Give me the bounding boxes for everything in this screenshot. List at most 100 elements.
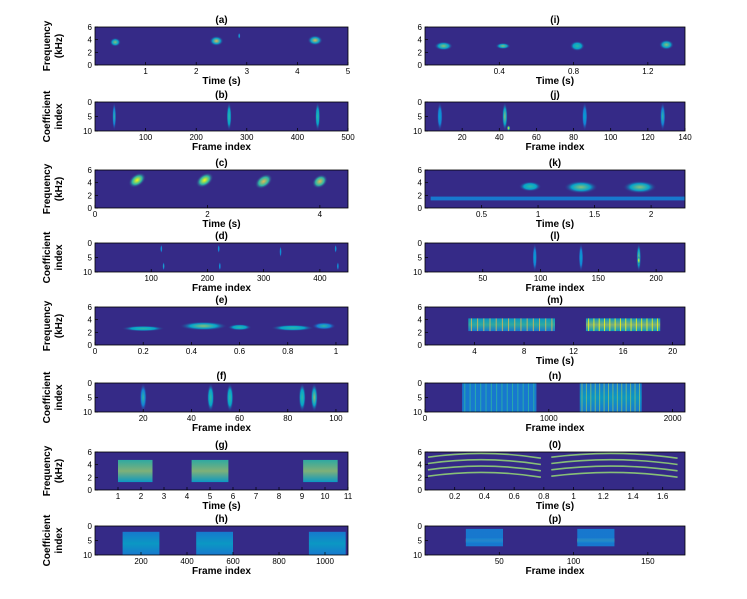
plot-frame bbox=[424, 169, 686, 209]
x-tick-label: 1 bbox=[536, 210, 541, 219]
x-axis-label: Time (s) bbox=[536, 356, 574, 367]
x-tick-label: 0.8 bbox=[568, 67, 580, 76]
x-tick-label: 8 bbox=[277, 492, 282, 501]
y-tick-label: 10 bbox=[413, 408, 422, 417]
panel-title: (0) bbox=[549, 440, 561, 451]
energy-blob bbox=[112, 102, 117, 131]
x-tick-label: 400 bbox=[313, 274, 327, 283]
x-tick-label: 20 bbox=[668, 347, 677, 356]
energy-blob bbox=[160, 244, 163, 254]
x-tick-label: 800 bbox=[272, 557, 286, 566]
panel-k: (k) 0.5 1 1.5 2 0 2 4 6 Time (s) bbox=[418, 158, 686, 230]
y-tick-label: 6 bbox=[88, 166, 93, 175]
energy-blob bbox=[298, 383, 306, 412]
panel-a: (a) 1 2 3 4 5 0 2 4 6 Time (s) bbox=[88, 15, 351, 87]
heatmap-content bbox=[430, 180, 685, 201]
x-axis-label: Frame index bbox=[526, 566, 585, 577]
x-tick-label: 400 bbox=[180, 557, 194, 566]
y-tick-label: 0 bbox=[88, 522, 93, 531]
x-tick-label: 100 bbox=[567, 557, 581, 566]
energy-blob bbox=[495, 42, 511, 50]
panel-j: (j) 20 40 60 80 100 120 140 0 5 10 Frame index bbox=[413, 90, 692, 153]
heatmap-content bbox=[160, 244, 340, 271]
x-tick-label: 0.5 bbox=[476, 210, 488, 219]
x-tick-label: 200 bbox=[649, 274, 663, 283]
energy-blob bbox=[128, 172, 147, 188]
y-tick-label: 2 bbox=[88, 473, 93, 482]
plot-background bbox=[425, 526, 685, 555]
energy-band bbox=[118, 459, 153, 483]
x-tick-label: 300 bbox=[240, 133, 254, 142]
energy-blob bbox=[564, 180, 598, 194]
y-axis-label-line: Coefficient bbox=[42, 231, 53, 283]
x-axis-label: Frame index bbox=[526, 283, 585, 294]
heatmap-content bbox=[122, 531, 346, 555]
energy-blob bbox=[209, 35, 224, 46]
x-tick-label: 9 bbox=[300, 492, 305, 501]
x-tick-label: 0 bbox=[93, 347, 98, 356]
y-tick-label: 10 bbox=[83, 551, 92, 560]
x-tick-label: 2 bbox=[194, 67, 199, 76]
energy-blob bbox=[336, 261, 340, 271]
panel-i: (i) 0.4 0.8 1.2 0 2 4 6 Time (s) bbox=[418, 15, 686, 87]
x-tick-label: 400 bbox=[291, 133, 305, 142]
y-axis-label: Frequency (kHz) bbox=[42, 445, 65, 496]
panel-d: (d) 100 200 300 400 0 5 10 Frame index bbox=[83, 231, 349, 294]
energy-blob bbox=[434, 41, 453, 51]
y-tick-label: 0 bbox=[418, 98, 423, 107]
y-axis-label: Frequency (kHz) bbox=[42, 300, 65, 351]
y-axis-label-line: Frequency bbox=[42, 445, 53, 496]
x-tick-label: 150 bbox=[641, 557, 655, 566]
harmonic-arc bbox=[427, 458, 542, 466]
x-tick-label: 1 bbox=[143, 67, 148, 76]
y-tick-label: 0 bbox=[88, 204, 93, 213]
plot-background bbox=[425, 102, 685, 131]
energy-band bbox=[585, 318, 661, 332]
energy-blob bbox=[334, 244, 337, 254]
x-tick-label: 100 bbox=[145, 274, 159, 283]
y-tick-label: 5 bbox=[418, 394, 423, 403]
y-tick-label: 10 bbox=[413, 551, 422, 560]
x-tick-label: 5 bbox=[208, 492, 213, 501]
x-tick-label: 20 bbox=[458, 133, 467, 142]
panel-title: (j) bbox=[550, 90, 559, 101]
panel-title: (p) bbox=[549, 514, 562, 525]
y-tick-label: 6 bbox=[88, 303, 93, 312]
plot-background bbox=[95, 243, 348, 272]
energy-band bbox=[122, 531, 160, 555]
y-axis-label: Frequency (kHz) bbox=[42, 163, 65, 214]
x-tick-label: 1.6 bbox=[657, 492, 669, 501]
y-tick-label: 5 bbox=[88, 254, 93, 263]
y-tick-label: 10 bbox=[83, 408, 92, 417]
x-tick-label: 6 bbox=[231, 492, 236, 501]
x-tick-label: 150 bbox=[592, 274, 606, 283]
x-tick-label: 80 bbox=[283, 414, 292, 423]
panel-o: (0) 0.2 0.4 0.6 0.8 1 1.2 1.4 1.6 0 2 4 6 Time (s) bbox=[418, 440, 686, 512]
energy-blob bbox=[622, 180, 657, 194]
x-tick-label: 0.2 bbox=[138, 347, 150, 356]
x-tick-label: 2 bbox=[139, 492, 144, 501]
energy-blob bbox=[218, 261, 221, 271]
x-tick-label: 5 bbox=[346, 67, 351, 76]
y-axis-label-line: (kHz) bbox=[54, 34, 65, 58]
heatmap-content bbox=[434, 39, 674, 52]
energy-blob bbox=[518, 181, 542, 192]
y-tick-label: 4 bbox=[88, 316, 93, 325]
y-axis-label: Coefficient index bbox=[42, 371, 65, 423]
energy-blob bbox=[226, 102, 232, 131]
heatmap-content bbox=[468, 318, 661, 332]
plot-frame bbox=[94, 169, 349, 209]
energy-blob bbox=[659, 39, 674, 50]
x-tick-label: 100 bbox=[329, 414, 343, 423]
heatmap-content bbox=[465, 528, 615, 547]
energy-blob bbox=[581, 102, 588, 131]
y-tick-label: 10 bbox=[413, 268, 422, 277]
energy-blob bbox=[162, 261, 165, 271]
y-axis-label: Coefficient index bbox=[42, 514, 65, 566]
x-tick-label: 50 bbox=[478, 274, 487, 283]
energy-blob bbox=[310, 383, 318, 412]
x-tick-label: 16 bbox=[619, 347, 628, 356]
y-tick-label: 4 bbox=[418, 179, 423, 188]
plot-frame bbox=[424, 26, 686, 66]
plot-frame bbox=[94, 306, 349, 346]
